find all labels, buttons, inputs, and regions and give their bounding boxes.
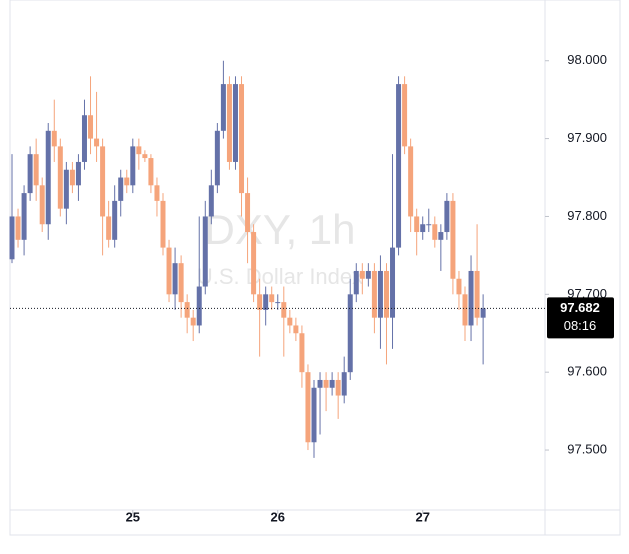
candle-body <box>329 379 335 388</box>
candle-body <box>420 224 426 233</box>
candle-body <box>390 247 396 318</box>
candle-body <box>480 308 486 318</box>
candle-body <box>81 115 87 162</box>
candle-body <box>311 387 317 443</box>
candle-body <box>377 270 383 318</box>
candle-body <box>281 302 287 318</box>
candle-body <box>51 130 57 147</box>
candle-body <box>450 200 456 279</box>
candle-body <box>124 177 130 186</box>
candle-body <box>172 263 178 295</box>
countdown-label: 08:16 <box>564 318 597 333</box>
candle-body <box>112 200 118 240</box>
candle-body <box>63 169 69 209</box>
candle-body <box>245 193 251 233</box>
watermark-subtitle: U.S. Dollar Index <box>197 264 363 289</box>
candle-body <box>130 146 136 186</box>
candle-body <box>160 200 166 248</box>
candle-body <box>323 379 329 388</box>
candle-body <box>365 270 371 279</box>
last-price-label: 97.682 <box>560 300 600 315</box>
candle-body <box>347 294 353 373</box>
candle-body <box>438 232 444 240</box>
candle-body <box>178 263 184 303</box>
candle-body <box>402 84 408 147</box>
candle-body <box>293 325 299 334</box>
candle-body <box>287 317 293 326</box>
candle-body <box>414 216 420 233</box>
candle-body <box>106 216 112 240</box>
candle-body <box>202 216 208 287</box>
candle-body <box>100 146 106 217</box>
x-tick-label: 25 <box>126 509 140 524</box>
candle-body <box>299 333 305 373</box>
candle-body <box>239 84 245 194</box>
candle-body <box>220 84 226 131</box>
y-tick-label: 98.000 <box>567 52 607 67</box>
candle-body <box>275 302 281 304</box>
candle-body <box>305 372 311 443</box>
candle-body <box>232 84 238 162</box>
candle-body <box>75 161 81 186</box>
candle-body <box>21 193 27 240</box>
candle-body <box>214 130 220 186</box>
x-tick-label: 26 <box>271 509 285 524</box>
y-tick-label: 97.500 <box>567 441 607 456</box>
candle-body <box>257 294 263 310</box>
candle-body <box>444 200 450 233</box>
candle-body <box>118 177 124 201</box>
candle-body <box>226 84 232 162</box>
candle-body <box>474 270 480 318</box>
candle-body <box>353 270 359 295</box>
candle-body <box>45 130 51 225</box>
candle-body <box>154 185 160 201</box>
candle-body <box>15 216 21 240</box>
candle-body <box>57 146 63 209</box>
candle-body <box>468 270 474 326</box>
last-price-box <box>547 297 614 339</box>
candle-body <box>426 224 432 226</box>
candle-body <box>136 146 142 155</box>
candle-body <box>462 294 468 326</box>
candle-body <box>371 270 377 318</box>
watermark-title: DXY, 1h <box>205 206 356 253</box>
candle-body <box>359 270 365 279</box>
candle-body <box>148 158 154 186</box>
candle-body <box>408 146 414 217</box>
y-tick-label: 97.800 <box>567 208 607 223</box>
y-tick-label: 97.700 <box>567 286 607 301</box>
y-tick-label: 97.900 <box>567 130 607 145</box>
candle-body <box>190 317 196 326</box>
candle-body <box>166 247 172 295</box>
candle-body <box>263 294 269 310</box>
candle-body <box>94 138 100 147</box>
candle-body <box>341 372 347 396</box>
candle-body <box>456 278 462 295</box>
candle-body <box>69 169 75 186</box>
frame <box>9 0 621 536</box>
candle-body <box>33 154 39 186</box>
candle-body <box>208 185 214 217</box>
candle-body <box>9 216 15 260</box>
candle-body <box>142 154 148 159</box>
candle-body <box>383 270 389 318</box>
candle-body <box>432 224 438 240</box>
candle-body <box>39 185 45 225</box>
candle-body <box>317 379 323 388</box>
candle-body <box>27 154 33 194</box>
candle-body <box>251 232 257 295</box>
candle-body <box>396 84 402 248</box>
candle-body <box>196 286 202 326</box>
candle-body <box>184 302 190 318</box>
x-tick-label: 27 <box>415 509 429 524</box>
candle-body <box>269 294 275 303</box>
y-tick-label: 97.600 <box>567 364 607 379</box>
candle-body <box>88 115 94 139</box>
candle-body <box>335 379 341 396</box>
